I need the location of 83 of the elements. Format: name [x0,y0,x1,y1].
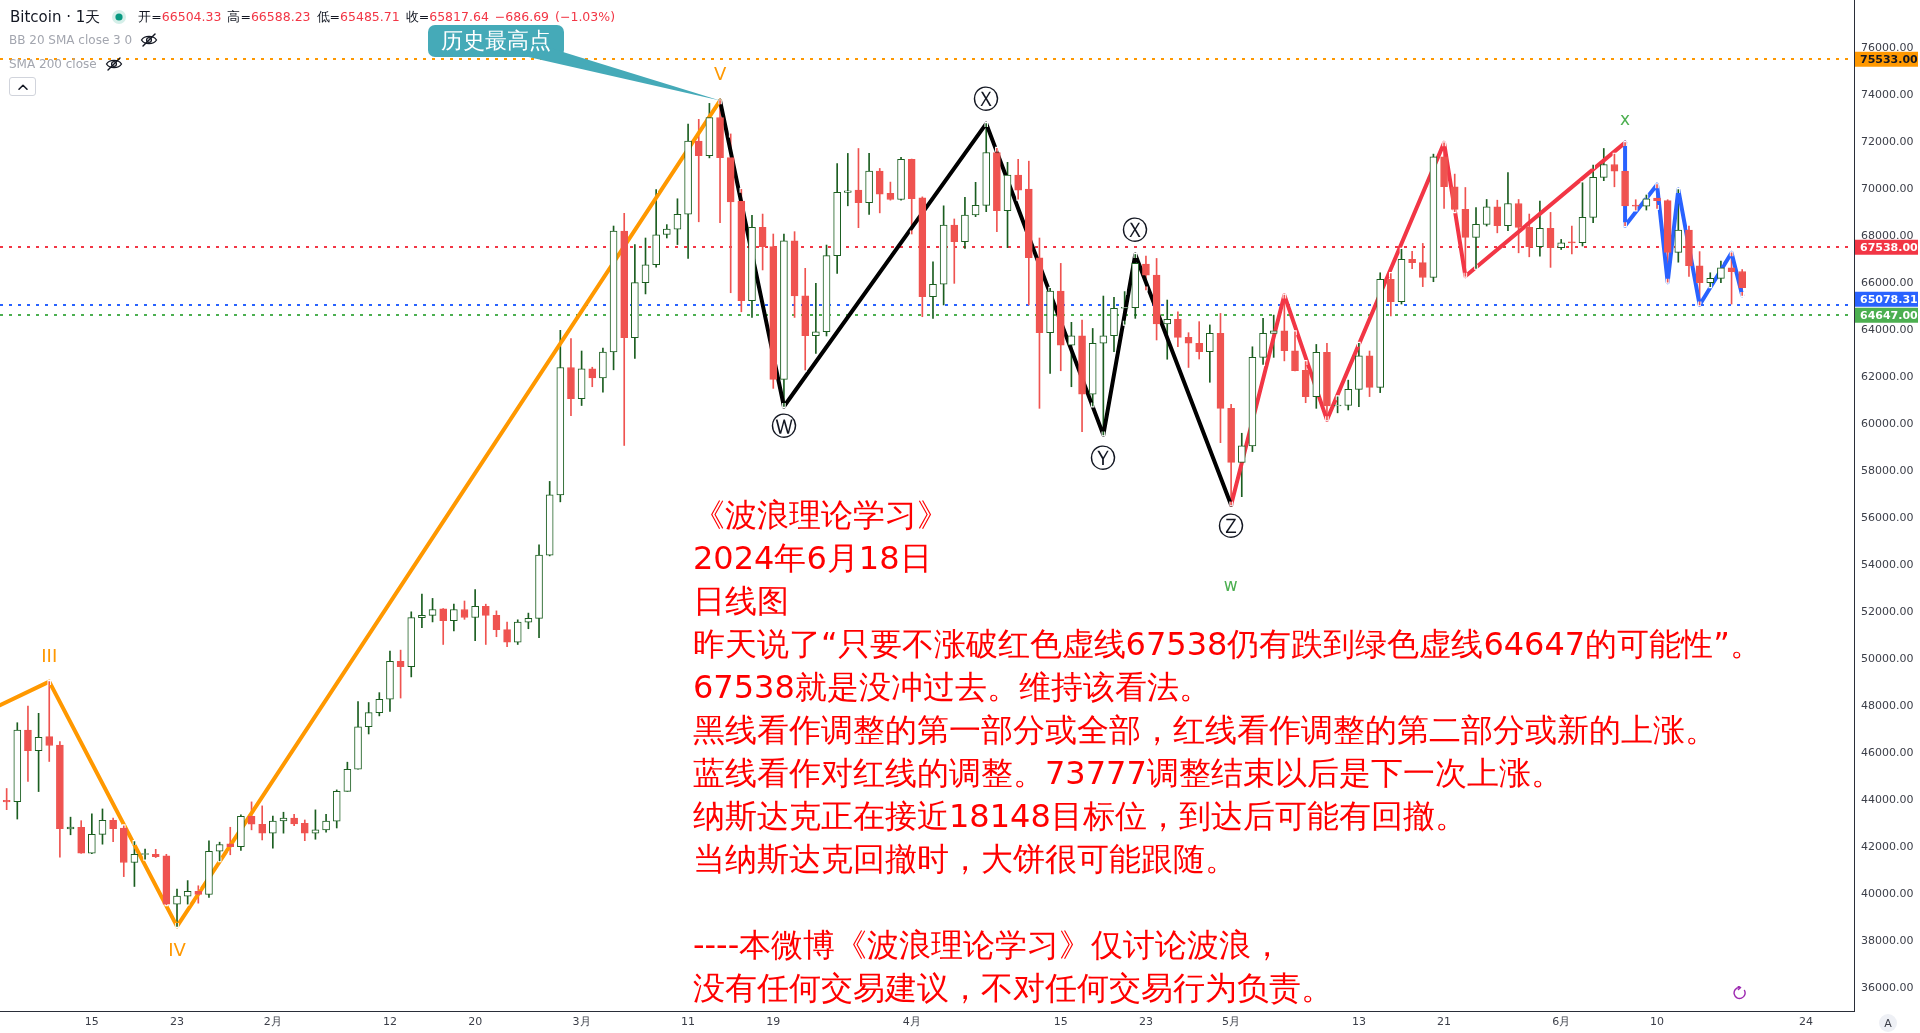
candlestick [929,261,937,319]
annotation: V [713,63,727,85]
ref-line-label: 67538.00 [1860,240,1919,254]
y-tick-label: 38000.00 [1861,934,1914,948]
candlestick [173,888,181,927]
y-tick-label: 50000.00 [1861,652,1914,666]
annotation: w [1223,574,1238,595]
x-tick-label: 19 [766,1015,781,1029]
text: 开=66504.33 高=66588.23 低=65485.71 收=65817.64 −686.69 (−1.03%) [138,8,616,24]
annotation: BB 20 SMA close 3 0 [9,33,133,47]
annotation: 日线图 [693,581,789,622]
y-tick-label: 62000.00 [1861,370,1914,384]
annotation: SMA 200 close [9,57,97,71]
y-tick-label: 52000.00 [1861,605,1914,619]
candlestick [45,681,54,762]
y-tick-label: 42000.00 [1861,840,1914,854]
candlestick [1631,199,1640,211]
y-tick-label: 68000.00 [1861,229,1914,243]
annotation: Ⓧ [1122,215,1149,246]
candlestick [481,603,490,645]
candlestick [1408,251,1416,269]
candlestick [418,593,426,629]
annotation: Ⓦ [770,411,797,442]
annotation: 67538就是没冲过去。维持该看法。 [693,667,1211,708]
annotation: ----本微博《波浪理论学习》仅讨论波浪， [693,925,1284,966]
annotation: 黑线看作调整的第一部分或全部，红线看作调整的第二部分或新的上涨。 [693,710,1717,751]
y-tick-label: 70000.00 [1861,182,1914,196]
y-tick-label: 40000.00 [1861,887,1914,901]
y-tick-label: 76000.00 [1861,41,1914,55]
y-tick-label: 74000.00 [1861,88,1914,102]
x-tick-label: 23 [170,1015,185,1029]
annotation: x [1620,109,1631,130]
annotation: Ⓧ [973,84,1000,115]
x-tick-label: 2月 [263,1015,282,1029]
y-tick-label: 56000.00 [1861,511,1914,525]
text: Bitcoin · 1天 [10,7,101,27]
y-tick-label: 48000.00 [1861,699,1914,713]
annotation: 当纳斯达克回撤时，大饼很可能跟随。 [693,839,1237,880]
x-tick-label: 4月 [902,1015,921,1029]
x-tick-label: 5月 [1222,1015,1241,1029]
x-tick-label: 15 [1053,1015,1068,1029]
y-tick-label: 64000.00 [1861,323,1914,337]
annotation: 昨天说了“只要不涨破红色虚线67538仍有跌到绿色虚线64647的可能性”。 [693,624,1762,665]
y-tick-label: 46000.00 [1861,746,1914,760]
candlestick [471,589,479,642]
annotation: III [41,645,58,667]
x-tick-label: 6月 [1552,1015,1571,1029]
y-tick-label: 36000.00 [1861,981,1914,995]
x-tick-label: 10 [1650,1015,1665,1029]
annotation: 2024年6月18日 [693,538,932,579]
x-tick-label: 12 [382,1015,397,1029]
x-tick-label: 21 [1437,1015,1452,1029]
annotation: Ⓩ [1218,510,1245,541]
candlestick [694,119,703,223]
annotation: 历史最高点 [428,25,565,58]
x-tick-label: 13 [1351,1015,1366,1029]
annotation: 《波浪理论学习》 [693,495,949,536]
x-tick-label: 23 [1138,1015,1153,1029]
y-tick-label: 66000.00 [1861,276,1914,290]
annotation: 纳斯达克正在接近18148目标位，到达后可能有回撤。 [693,796,1467,837]
y-tick-label: 60000.00 [1861,417,1914,431]
text: A [1879,1014,1897,1032]
x-tick-label: 20 [468,1015,483,1029]
x-tick-label: 15 [84,1015,99,1029]
ref-line-label: 75533.00 [1860,52,1919,66]
candlestick [1568,225,1576,255]
annotation: 没有任何交易建议，不对任何交易行为负责。 [693,968,1333,1009]
annotation: Ⓨ [1090,442,1117,473]
ref-line-label: 64647.00 [1860,308,1919,322]
x-tick-label: 24 [1799,1015,1814,1029]
candlestick [812,283,820,354]
annotation: 蓝线看作对红线的调整。73777调整结束以后是下一次上涨。 [693,753,1563,794]
x-tick-label: 11 [681,1015,696,1029]
x-tick-label: 3月 [572,1015,591,1029]
y-tick-label: 72000.00 [1861,135,1914,149]
candlestick [1472,207,1480,269]
y-tick-label: 54000.00 [1861,558,1914,572]
candlestick [843,153,852,207]
y-tick-label: 44000.00 [1861,793,1914,807]
y-tick-label: 58000.00 [1861,464,1914,478]
candlestick [1195,321,1204,360]
annotation: IV [168,938,187,960]
ref-line-label: 65078.31 [1860,292,1918,306]
